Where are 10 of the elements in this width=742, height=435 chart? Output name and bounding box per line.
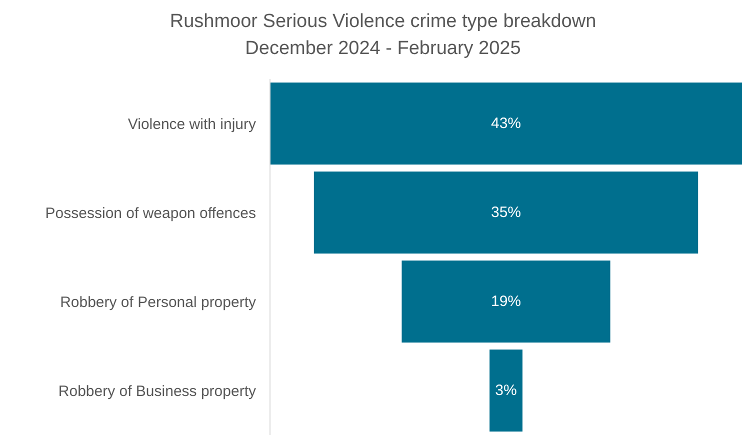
- category-label: Robbery of Business property: [58, 382, 256, 400]
- category-label: Robbery of Personal property: [60, 294, 256, 311]
- category-label: Violence with injury: [128, 116, 256, 133]
- category-label: Possession of weapon offences: [45, 204, 256, 222]
- data-label: 19%: [490, 293, 522, 310]
- text: Rushmoor Serious Violence crime type breakdown: [168, 10, 598, 34]
- data-label: 35%: [490, 204, 522, 222]
- data-label: 43%: [490, 115, 522, 132]
- data-label: 3%: [495, 382, 517, 400]
- text: December 2024 - February 2025: [244, 37, 522, 61]
